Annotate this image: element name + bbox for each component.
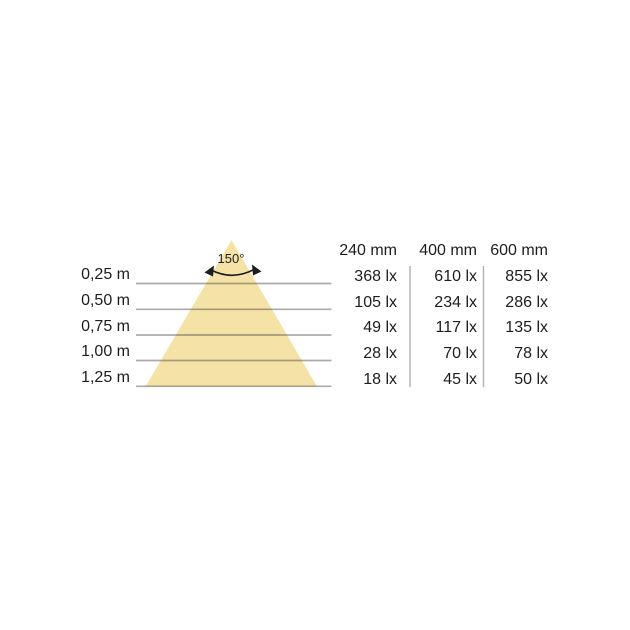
distance-label-025: 0,25 m (81, 266, 130, 283)
table-cell: 117 lx (435, 319, 477, 337)
light-cone-shape (145, 240, 317, 387)
column-header-400mm: 400 mm (419, 242, 477, 259)
table-cell: 610 lx (434, 268, 477, 285)
arrowhead-left-icon (204, 265, 214, 277)
beam-angle-label: 150° (217, 251, 245, 266)
table-cell: 18 lx (363, 370, 397, 388)
table-cell: 50 lx (514, 370, 548, 388)
table-cell: 135 lx (505, 319, 548, 337)
table-cell: 368 lx (354, 268, 397, 285)
table-cell: 28 lx (363, 345, 397, 362)
table-cell: 49 lx (363, 319, 397, 337)
distance-label-100: 1,00 m (81, 343, 130, 360)
distance-lines (136, 282, 332, 388)
table-column-dividers (409, 266, 485, 387)
distance-label-075: 0,75 m (81, 317, 130, 335)
table-cell: 286 lx (505, 293, 548, 311)
table-cell: 70 lx (443, 345, 477, 362)
beam-angle-arc (210, 268, 256, 277)
table-cell: 105 lx (354, 293, 397, 311)
table-cell: 78 lx (514, 345, 548, 362)
column-header-240mm: 240 mm (339, 242, 397, 259)
table-cell: 855 lx (505, 268, 548, 285)
distance-label-125: 1,25 m (81, 368, 130, 386)
table-cell: 234 lx (434, 293, 477, 311)
column-header-600mm: 600 mm (490, 242, 548, 259)
distance-label-050: 0,50 m (81, 291, 130, 309)
beam-angle-arc-icon (204, 264, 262, 277)
arrowhead-right-icon (252, 264, 262, 276)
table-cell: 45 lx (443, 370, 477, 388)
